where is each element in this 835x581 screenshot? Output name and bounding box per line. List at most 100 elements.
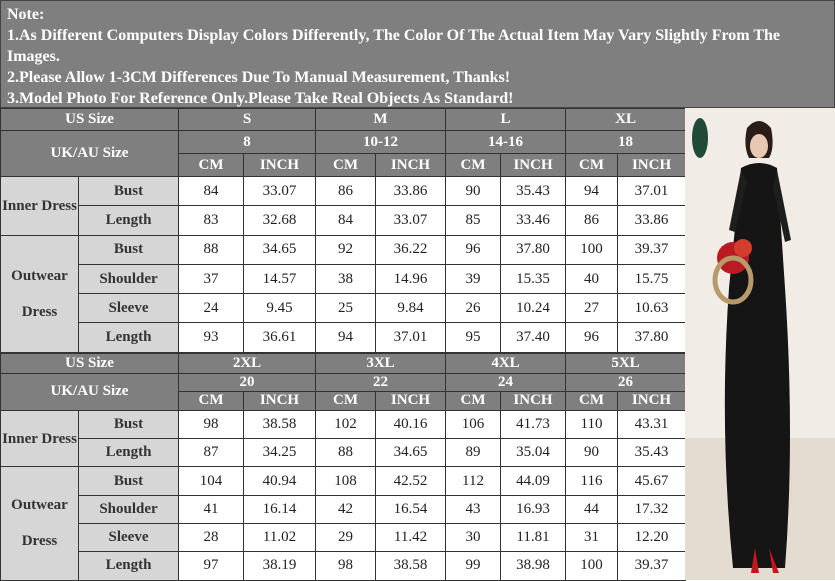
measure-value: 43	[445, 494, 501, 524]
unit: CM	[315, 153, 376, 177]
measure-value: 17.32	[617, 494, 686, 524]
measure-value: 116	[565, 466, 618, 496]
measure-value: 16.14	[243, 494, 316, 524]
measure-row: Length 87 34.25 88 34.65 89 35.04 90 35.43	[1, 438, 686, 468]
us-size-label: US Size	[0, 352, 179, 374]
us-size-row: US Size 2XL 3XL 4XL 5XL	[0, 352, 686, 374]
note-line: Note:	[7, 6, 45, 23]
measure-value: 41.73	[500, 409, 566, 440]
measure-value: 27	[565, 293, 619, 324]
measure-value: 41	[178, 494, 244, 524]
measure-value: 42.52	[375, 466, 446, 496]
measure-row: Inner Dress Bust 84 33.07 86 33.86 90 35.43 94 37…	[0, 175, 687, 236]
measure-value: 44	[565, 494, 618, 524]
measure-value: 11.81	[500, 522, 566, 553]
measure-value: 86	[315, 175, 376, 207]
measure-label: Length	[78, 322, 179, 353]
measure-value: 39.37	[617, 551, 686, 581]
note-line: 3.Model Photo For Reference Only.Please …	[7, 90, 514, 107]
measure-row: Outwear Dress Bust 88 34.65 92 36.22 96 37.80 10…	[0, 234, 687, 353]
unit: CM	[178, 153, 244, 177]
note-line: 2.Please Allow 1-3CM Differences Due To …	[7, 69, 511, 86]
measure-value: 108	[315, 466, 376, 496]
us-size: M	[314, 108, 447, 131]
us-size: 3XL	[315, 352, 446, 374]
measure-value: 38.19	[243, 551, 316, 581]
us-size-label: US Size	[0, 108, 179, 131]
measure-value: 45.67	[617, 466, 686, 496]
measure-row: Length 97 38.19 98 38.58 99 38.98 100 39.37	[1, 551, 686, 581]
measure-value: 98	[178, 409, 244, 440]
measure-value: 39.37	[617, 234, 687, 265]
measure-value: 40.16	[375, 409, 446, 440]
unit: INCH	[617, 153, 687, 177]
measure-value: 34.65	[243, 234, 316, 265]
measure-value: 92	[315, 234, 376, 265]
measure-value: 12.20	[617, 522, 686, 553]
measure-label: Shoulder	[78, 494, 179, 524]
measure-value: 106	[445, 409, 501, 440]
measure-value: 85	[445, 205, 502, 236]
measure-value: 30	[445, 522, 501, 553]
measure-label: Sleeve	[78, 293, 179, 324]
uk-size-label: UK/AU Size	[0, 130, 179, 177]
uk-size: 10-12	[314, 130, 447, 154]
us-size: L	[445, 108, 567, 131]
measure-value: 88	[315, 438, 376, 468]
unit: INCH	[500, 153, 567, 177]
measure-value: 89	[445, 438, 501, 468]
measure-value: 33.86	[617, 205, 687, 236]
measure-label: Length	[78, 438, 179, 468]
measure-value: 11.02	[243, 522, 316, 553]
unit: INCH	[617, 390, 686, 411]
measure-value: 15.75	[617, 263, 687, 295]
unit: CM	[178, 390, 244, 411]
uk-size: 18	[565, 130, 687, 154]
measure-value: 37.40	[500, 322, 567, 353]
note-line: 1.As Different Computers Display Colors …	[7, 27, 781, 65]
unit: INCH	[375, 390, 446, 411]
measure-value: 37.80	[500, 234, 567, 265]
measure-value: 36.22	[374, 234, 447, 265]
model-photo	[685, 108, 835, 580]
measure-value: 88	[178, 234, 244, 265]
measure-row: Length 83 32.68 84 33.07 85 33.46 86 33.86	[1, 205, 687, 236]
unit: INCH	[374, 153, 447, 177]
unit-row: CM INCH CM INCH CM INCH CM INCH	[1, 390, 686, 411]
measure-value: 36.61	[243, 322, 316, 353]
measure-value: 90	[565, 438, 618, 468]
uk-size: 14-16	[445, 130, 567, 154]
measure-value: 35.43	[617, 438, 686, 468]
us-size: XL	[565, 108, 687, 131]
measure-value: 37.80	[617, 322, 687, 353]
measure-value: 100	[565, 551, 618, 581]
measure-value: 10.63	[617, 293, 687, 324]
unit: CM	[565, 153, 619, 177]
size-table: US Size 2XL 3XL 4XL 5XL UK/AU Size 20 22 24 26 CM I…	[0, 352, 686, 581]
measure-value: 14.96	[374, 263, 447, 295]
measure-value: 15.35	[500, 263, 567, 295]
us-size: S	[178, 108, 316, 131]
measure-value: 14.57	[243, 263, 316, 295]
measure-value: 104	[178, 466, 244, 496]
measure-value: 84	[315, 205, 376, 236]
uk-size: 24	[445, 372, 566, 392]
measure-value: 96	[445, 234, 502, 265]
measure-value: 38.58	[243, 409, 316, 440]
measure-value: 102	[315, 409, 376, 440]
measure-value: 40	[565, 263, 619, 295]
uk-size: 22	[315, 372, 446, 392]
us-size-row: US Size S M L XL	[0, 108, 687, 131]
measure-value: 90	[445, 175, 502, 207]
group-label: Outwear Dress	[0, 234, 79, 353]
measure-value: 112	[445, 466, 501, 496]
measure-value: 37.01	[617, 175, 687, 207]
measure-label: Shoulder	[78, 263, 179, 295]
unit: INCH	[243, 153, 316, 177]
measure-value: 86	[565, 205, 619, 236]
unit-row: CM INCH CM INCH CM INCH CM INCH	[1, 153, 687, 177]
us-size: 4XL	[445, 352, 566, 374]
measure-value: 33.46	[500, 205, 567, 236]
measure-row: Length 93 36.61 94 37.01 95 37.40 96 37.80	[1, 322, 687, 353]
uk-size-row: UK/AU Size 20 22 24 26	[0, 372, 686, 411]
